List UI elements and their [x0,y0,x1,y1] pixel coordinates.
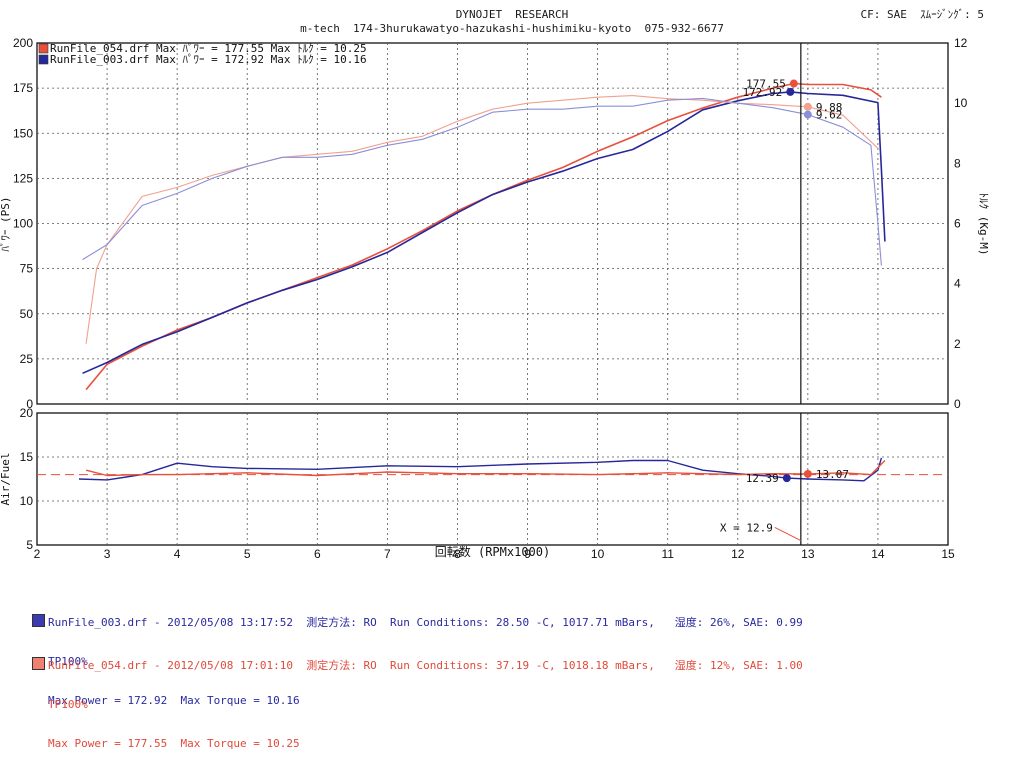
y-tick-label: 15 [20,450,34,464]
report-title: DYNOJET RESEARCH [455,8,569,21]
footer-run-054: RunFile_054.drf - 2012/05/08 17:01:10 測定… [32,631,803,763]
run-054-info: RunFile_054.drf - 2012/05/08 17:01:10 測定… [48,659,803,672]
x-tick-label: 2 [34,547,41,561]
y2-tick-label: 8 [954,156,961,170]
y-tick-label: 175 [13,81,33,95]
run-003-throttle: TP100% [48,655,88,668]
peak-value-label: 172.92 [743,86,783,99]
power-line-RunFile_054 [85,82,882,391]
y-tick-label: 150 [13,126,33,140]
x-tick-label: 7 [384,547,391,561]
peak-marker [803,102,812,111]
run-003-info: RunFile_003.drf - 2012/05/08 13:17:52 測定… [48,616,803,629]
peak-value-label: 12.39 [746,472,779,485]
torque-line-RunFile_054 [85,95,879,344]
x-tick-label: 10 [591,547,605,561]
cursor-pointer [774,526,802,542]
correction-factor-label: CF: SAE ｽﾑｰｼﾞﾝｸﾞ: 5 [860,8,984,21]
y2-tick-label: 10 [954,96,968,110]
peak-marker [786,87,795,96]
x-tick-label: 6 [314,547,321,561]
y-tick-label: 50 [20,307,34,321]
af-line-RunFile_003 [78,457,883,482]
peak-marker [803,110,812,119]
x-tick-label: 5 [244,547,251,561]
peak-value-label: 13.07 [816,468,849,481]
y-tick-label: 0 [26,397,33,411]
cursor-x-readout: X = 12.9 [720,521,773,534]
y-tick-label: 25 [20,352,34,366]
y-tick-label: 125 [13,171,33,185]
x-tick-label: 12 [731,547,745,561]
y2-tick-label: 6 [954,217,961,231]
x-tick-label: 11 [661,547,674,561]
af-axis-title: Air/Fuel [0,453,12,506]
x-tick-label: 13 [801,547,815,561]
shop-info: m-tech 174-3hurukawatyo-hazukashi-hushim… [300,22,724,35]
run-054-throttle: TP100% [48,698,88,711]
chart-overlay: X = 12.9 [720,43,802,545]
peak-marker [789,79,798,88]
run-054-max: Max Power = 177.55 Max Torque = 10.25 [48,737,300,750]
af-line-RunFile_054 [85,460,886,477]
legend-swatch [38,43,49,54]
y-axis-title: ﾊﾟﾜｰ (PS) [0,196,12,251]
legend-entry: RunFile_003.drf Max ﾊﾟﾜｰ = 172.92 Max ﾄﾙ… [50,53,367,66]
x-tick-label: 9 [524,547,531,561]
run-003-max: Max Power = 172.92 Max Torque = 10.16 [48,694,300,707]
x-tick-label: 15 [941,547,955,561]
peak-value-label: 9.88 [816,101,843,114]
y-tick-label: 75 [20,262,34,276]
y-tick-label: 200 [13,36,33,50]
power-torque-plot: 0 25 50 75 100 125 150 175 200 0 2 4 6 8 10 12 177.55172… [0,36,990,411]
y2-tick-label: 4 [954,277,961,291]
x-axis-title: 回転数 (RPMx1000) [435,544,550,559]
y-tick-label: 100 [13,217,33,231]
x-tick-label: 3 [104,547,111,561]
power-line-RunFile_003 [82,91,886,375]
x-tick-label: 14 [871,547,885,561]
x-tick-label: 4 [174,547,181,561]
footer-run-003: RunFile_003.drf - 2012/05/08 13:17:52 測定… [32,588,803,720]
plot-frame [36,412,949,546]
peak-marker [782,474,791,483]
peak-value-label: 9.62 [816,109,843,122]
y2-tick-label: 12 [954,36,968,50]
torque-line-RunFile_003 [82,97,882,266]
legend-entry: RunFile_054.drf Max ﾊﾟﾜｰ = 177.55 Max ﾄﾙ… [50,42,367,55]
y2-tick-label: 0 [954,397,961,411]
y-tick-label: 20 [20,406,34,420]
peak-value-label: 177.55 [746,78,786,91]
y2-tick-label: 2 [954,337,961,351]
run-003-swatch [32,614,45,627]
dyno-chart: 0255075100125150175200024681012177.55172… [0,36,990,561]
air-fuel-plot: 5 10 15 20 2 3 4 5 6 7 8 9 10 11 12 13 14 15 12.39 13.07 Air… [0,406,955,561]
y2-axis-title: ﾄﾙｸ (Kg-M) [977,193,990,256]
y-tick-label: 5 [26,538,33,552]
legend-swatch [38,54,49,65]
y-tick-label: 10 [20,494,34,508]
x-tick-label: 8 [454,547,461,561]
run-054-swatch [32,657,45,670]
peak-marker [803,469,812,478]
